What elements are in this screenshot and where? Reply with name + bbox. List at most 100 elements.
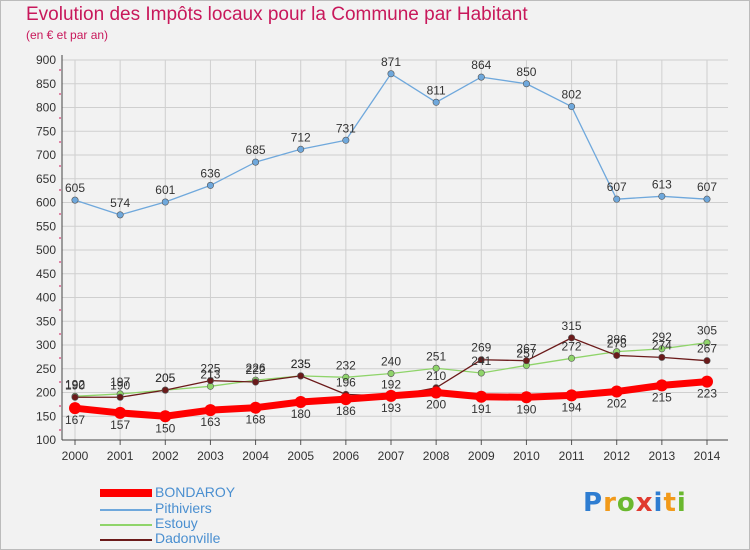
legend-label-pithiviers: Pithiviers <box>155 500 212 516</box>
data-point-pithiviers-2008 <box>432 98 440 106</box>
series-lines <box>69 70 713 423</box>
data-point-dadonville-2009 <box>477 356 485 364</box>
data-label-estouy-2002: 205 <box>155 371 175 385</box>
data-point-pithiviers-2013 <box>658 192 666 200</box>
data-label-estouy-2013: 292 <box>652 330 672 344</box>
data-label-dadonville-2010: 267 <box>516 342 536 356</box>
data-label-dadonville-2003: 225 <box>200 362 220 376</box>
data-label-pithiviers-2011: 802 <box>562 88 582 102</box>
data-point-estouy-2011 <box>568 354 576 362</box>
data-point-pithiviers-2005 <box>297 145 305 153</box>
data-label-dadonville-2007: 192 <box>381 377 401 391</box>
data-point-bondaroy-2003 <box>204 404 217 417</box>
data-label-bondaroy-2003: 163 <box>200 415 220 429</box>
x-tick-label-2011: 2011 <box>559 449 585 463</box>
data-label-estouy-2001: 197 <box>110 375 130 389</box>
x-tick-label-2008: 2008 <box>423 449 450 463</box>
grid <box>62 59 728 441</box>
data-point-bondaroy-2009 <box>475 390 488 403</box>
data-point-pithiviers-2006 <box>342 136 350 144</box>
data-label-pithiviers-2009: 864 <box>471 58 491 72</box>
data-label-dadonville-2009: 269 <box>471 341 491 355</box>
y-tick-label-200: 200 <box>36 386 56 400</box>
data-point-bondaroy-2007 <box>385 389 397 402</box>
data-label-bondaroy-2006: 186 <box>336 404 356 418</box>
x-tick-label-2012: 2012 <box>603 449 630 463</box>
y-tick-label-500: 500 <box>36 243 56 257</box>
y-tick-label-250: 250 <box>36 362 56 376</box>
data-label-bondaroy-2004: 168 <box>246 413 266 427</box>
chart-title: Evolution des Impôts locaux pour la Comm… <box>26 4 528 25</box>
axes: 100 150 200 250 300 350 400 450 500 550 600 650 700 7… <box>36 53 728 463</box>
data-point-dadonville-2010 <box>522 357 530 365</box>
data-point-pithiviers-2002 <box>161 198 169 206</box>
data-point-bondaroy-2006 <box>339 393 352 406</box>
data-label-pithiviers-2000: 605 <box>65 181 85 195</box>
data-point-dadonville-2001 <box>116 393 124 401</box>
data-point-dadonville-2003 <box>206 377 214 385</box>
data-label-pithiviers-2013: 613 <box>652 177 672 191</box>
logo-letter: r <box>603 488 617 518</box>
x-tick-label-2009: 2009 <box>468 449 495 463</box>
y-tick-label-350: 350 <box>36 314 56 328</box>
data-label-dadonville-2014: 267 <box>697 342 717 356</box>
x-tick-label-2003: 2003 <box>197 449 224 463</box>
data-label-estouy-2007: 240 <box>381 355 401 369</box>
data-point-bondaroy-2011 <box>565 389 578 402</box>
data-point-estouy-2008 <box>432 364 440 372</box>
x-tick-label-2000: 2000 <box>62 449 89 463</box>
data-label-dadonville-2013: 274 <box>652 338 672 352</box>
data-label-bondaroy-2009: 191 <box>471 402 491 416</box>
data-label-dadonville-2011: 315 <box>562 319 582 333</box>
legend-swatch-dadonville <box>100 539 152 541</box>
data-point-bondaroy-2002 <box>159 410 172 423</box>
logo-letter: P <box>583 488 604 518</box>
x-tick-label-2002: 2002 <box>152 449 179 463</box>
data-point-bondaroy-2013 <box>655 379 668 392</box>
data-point-pithiviers-2009 <box>477 73 485 81</box>
data-label-pithiviers-2007: 871 <box>381 55 401 69</box>
data-label-estouy-2004: 226 <box>246 361 266 375</box>
y-tick-label-550: 550 <box>36 219 56 233</box>
data-label-estouy-2008: 251 <box>426 349 446 363</box>
x-tick-label-2014: 2014 <box>694 449 721 463</box>
x-tick-label-2007: 2007 <box>378 449 405 463</box>
data-point-bondaroy-2000 <box>69 402 81 415</box>
data-point-dadonville-2014 <box>703 357 711 365</box>
x-tick-label-2006: 2006 <box>333 449 360 463</box>
x-tick-label-2010: 2010 <box>513 449 540 463</box>
data-point-bondaroy-2012 <box>610 385 623 398</box>
data-point-dadonville-2011 <box>568 334 576 342</box>
data-label-bondaroy-2010: 190 <box>516 402 536 416</box>
logo-letter: t <box>663 488 677 518</box>
logo-letter: x <box>635 488 654 518</box>
data-label-pithiviers-2014: 607 <box>697 180 717 194</box>
data-point-bondaroy-2005 <box>294 396 307 408</box>
y-tick-label-850: 850 <box>36 77 56 91</box>
data-label-pithiviers-2010: 850 <box>516 65 536 79</box>
data-label-pithiviers-2003: 636 <box>200 166 220 180</box>
data-point-pithiviers-2004 <box>252 158 260 166</box>
data-label-dadonville-2006: 196 <box>336 375 356 389</box>
data-label-bondaroy-2008: 200 <box>426 398 446 412</box>
data-label-pithiviers-2005: 712 <box>291 130 311 144</box>
data-point-dadonville-2004 <box>252 378 260 386</box>
legend-swatch-bondaroy <box>100 489 152 497</box>
data-label-dadonville-2001: 190 <box>110 378 130 392</box>
x-tick-label-2001: 2001 <box>107 449 134 463</box>
data-label-estouy-2011: 272 <box>562 339 582 353</box>
data-point-estouy-2013 <box>658 345 666 353</box>
y-tick-label-750: 750 <box>36 124 56 138</box>
data-label-pithiviers-2008: 811 <box>427 83 446 97</box>
data-label-dadonville-2004: 222 <box>246 363 266 377</box>
y-tick-label-700: 700 <box>36 148 56 162</box>
proxiti-logo: Proxiti <box>583 488 687 518</box>
data-label-dadonville-2000: 190 <box>65 378 85 392</box>
data-point-pithiviers-2011 <box>568 103 576 111</box>
data-point-bondaroy-2004 <box>249 401 262 414</box>
data-point-pithiviers-2000 <box>71 196 79 204</box>
data-label-bondaroy-2002: 150 <box>155 421 175 435</box>
data-label-estouy-2000: 192 <box>65 377 85 391</box>
data-label-dadonville-2012: 278 <box>607 336 627 350</box>
data-label-estouy-2005: 235 <box>291 357 311 371</box>
